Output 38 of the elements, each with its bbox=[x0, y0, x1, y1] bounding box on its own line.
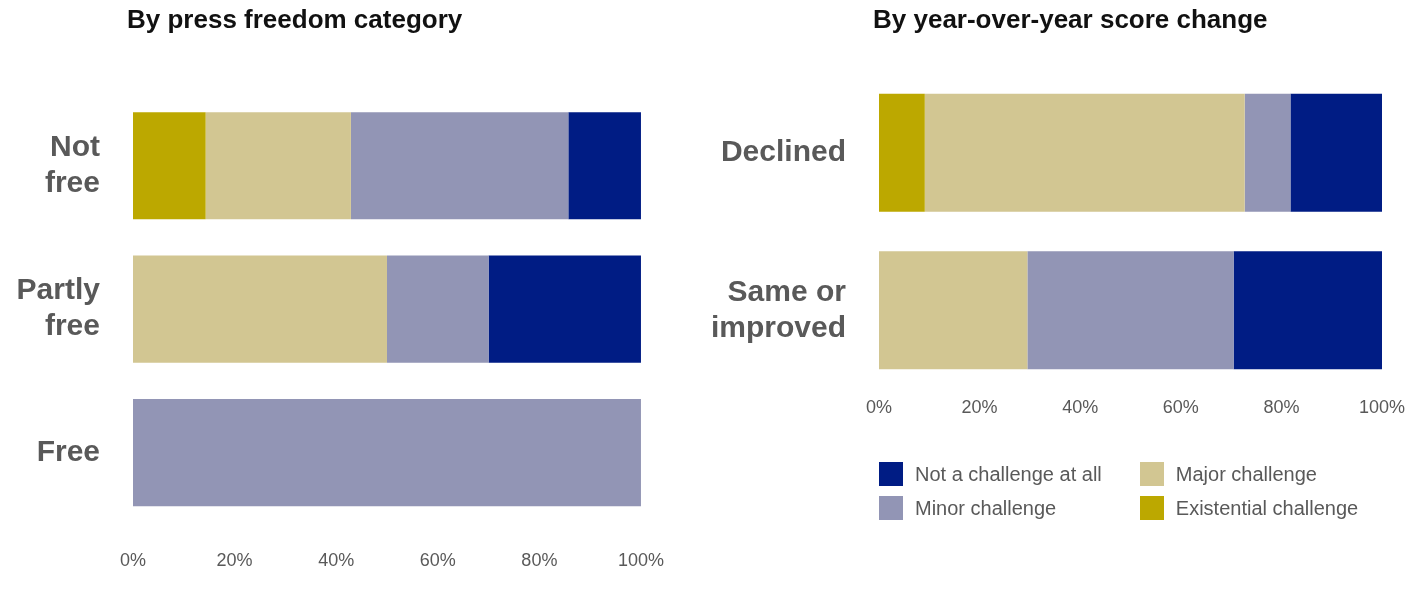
bar bbox=[1027, 251, 1234, 370]
legend-label: Existential challenge bbox=[1175, 496, 1359, 520]
x-tick-label: 60% bbox=[419, 550, 456, 571]
y-tick-label: Partly free bbox=[16, 272, 101, 342]
x-tick-label: 0% bbox=[119, 550, 147, 571]
chart-title: By year-over-year score change bbox=[873, 4, 1268, 35]
x-tick-label: 100% bbox=[1358, 396, 1406, 417]
bar bbox=[1244, 93, 1291, 212]
y-tick-label: Not free bbox=[44, 129, 101, 198]
bar bbox=[1233, 251, 1382, 370]
bar bbox=[205, 112, 351, 220]
x-tick-label: 20% bbox=[216, 550, 253, 571]
x-tick-label: 0% bbox=[865, 396, 893, 417]
chart-title: By press freedom category bbox=[127, 4, 463, 35]
bar bbox=[879, 251, 1028, 370]
bar bbox=[488, 255, 641, 363]
x-tick-label: 100% bbox=[617, 550, 664, 571]
x-tick-label: 20% bbox=[961, 396, 998, 417]
y-tick-label: Declined bbox=[720, 134, 846, 168]
bar bbox=[1290, 93, 1382, 212]
legend-label: Minor challenge bbox=[915, 496, 1057, 520]
y-tick-label: Free bbox=[36, 433, 100, 467]
x-tick-label: 40% bbox=[1062, 396, 1099, 417]
bar bbox=[133, 399, 641, 507]
y-tick-label: Same or improved bbox=[710, 273, 847, 343]
legend-label: Not a challenge at all bbox=[915, 462, 1102, 486]
bar bbox=[386, 255, 489, 363]
bar bbox=[568, 112, 641, 220]
x-tick-label: 80% bbox=[521, 550, 558, 571]
x-tick-label: 60% bbox=[1162, 396, 1199, 417]
bar bbox=[133, 112, 206, 220]
bar bbox=[133, 255, 387, 363]
bar bbox=[924, 93, 1245, 212]
x-tick-label: 40% bbox=[318, 550, 355, 571]
bar bbox=[350, 112, 569, 220]
bar bbox=[879, 93, 925, 212]
legend-label: Major challenge bbox=[1175, 462, 1317, 486]
x-tick-label: 80% bbox=[1263, 396, 1300, 417]
